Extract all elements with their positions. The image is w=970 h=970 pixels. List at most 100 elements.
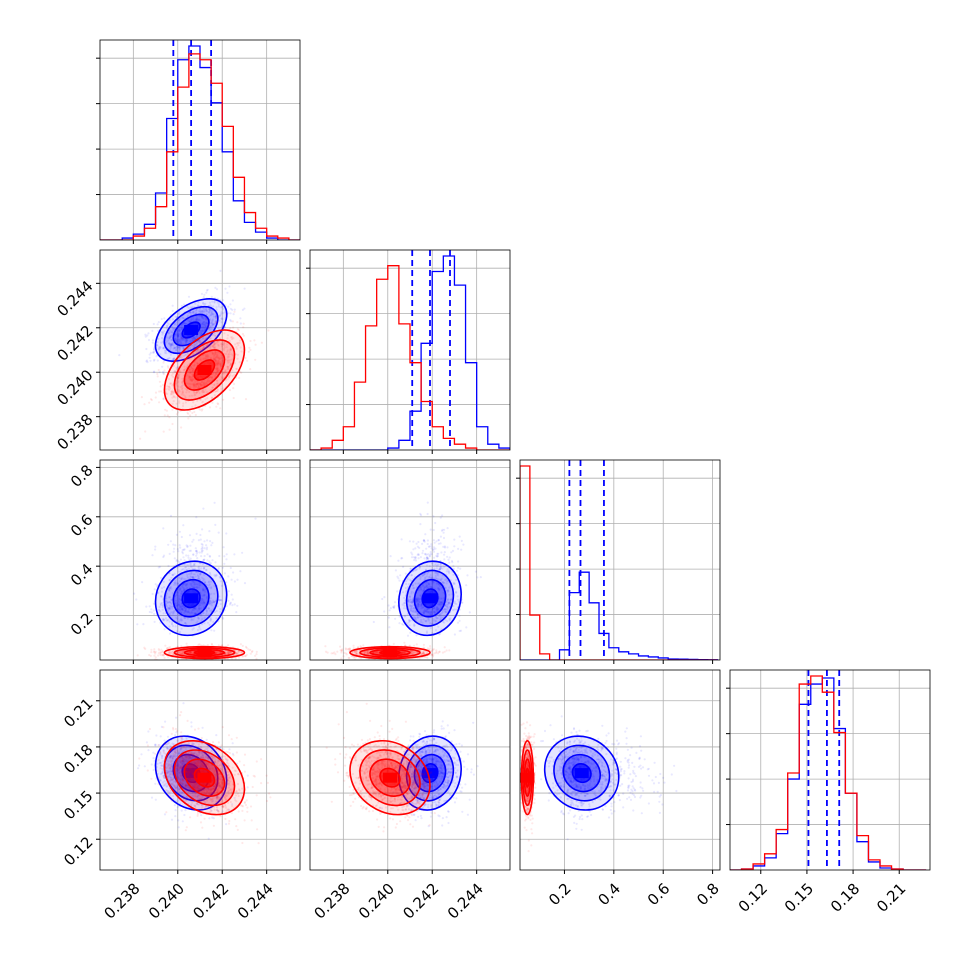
- scatter-point: [176, 411, 180, 414]
- scatter-point: [157, 321, 160, 324]
- scatter-point: [192, 609, 195, 612]
- scatter-point: [402, 565, 405, 569]
- scatter-point: [187, 311, 190, 314]
- scatter-point: [203, 293, 206, 296]
- scatter-point: [170, 622, 173, 625]
- scatter-point: [250, 650, 253, 654]
- scatter-point: [218, 357, 221, 361]
- scatter-point: [212, 358, 215, 361]
- panel-frame: [99, 249, 301, 451]
- scatter-point: [192, 573, 195, 576]
- scatter-point: [223, 341, 226, 344]
- scatter-point: [198, 565, 201, 568]
- scatter-point: [147, 332, 150, 335]
- scatter-point: [227, 590, 230, 593]
- scatter-point: [177, 338, 180, 341]
- scatter-point: [180, 607, 183, 611]
- scatter-point: [433, 556, 436, 559]
- scatter-point: [186, 651, 189, 654]
- scatter-point: [156, 344, 159, 347]
- scatter-point: [207, 380, 210, 384]
- scatter-point: [213, 334, 216, 337]
- scatter-point: [188, 549, 191, 553]
- scatter-point: [210, 609, 213, 612]
- scatter-point: [178, 348, 181, 351]
- scatter-point: [465, 626, 468, 629]
- scatter-point: [197, 643, 200, 646]
- scatter-point: [176, 645, 179, 648]
- scatter-point: [417, 540, 420, 544]
- scatter-point: [154, 650, 157, 654]
- scatter-point: [214, 351, 217, 354]
- scatter-point: [213, 584, 216, 588]
- scatter-point: [200, 576, 203, 579]
- scatter-point: [215, 609, 218, 613]
- scatter-point: [200, 315, 203, 318]
- scatter-point: [169, 330, 172, 333]
- scatter-point: [210, 376, 213, 379]
- scatter-point: [184, 368, 187, 371]
- contour-line-series-1: [183, 349, 226, 391]
- scatter-point: [200, 384, 203, 387]
- scatter-point: [215, 651, 218, 654]
- scatter-point: [242, 322, 245, 325]
- scatter-point: [421, 549, 425, 552]
- scatter-point: [186, 564, 189, 567]
- scatter-point: [181, 651, 184, 654]
- scatter-point: [150, 611, 153, 614]
- panel-plot-area: [100, 40, 300, 240]
- scatter-point: [209, 379, 212, 382]
- scatter-point: [170, 598, 173, 601]
- scatter-point: [220, 321, 223, 324]
- scatter-point: [190, 377, 193, 380]
- scatter-point: [176, 548, 179, 551]
- scatter-point: [204, 383, 207, 386]
- scatter-point: [177, 609, 180, 612]
- scatter-point: [216, 369, 219, 373]
- scatter-point: [210, 618, 213, 621]
- scatter-point: [174, 383, 177, 386]
- scatter-point: [198, 586, 201, 589]
- scatter-point: [175, 346, 178, 349]
- scatter-point: [240, 651, 244, 654]
- scatter-point: [170, 391, 173, 394]
- scatter-point: [218, 319, 221, 322]
- scatter-point: [215, 382, 218, 385]
- scatter-point: [225, 604, 228, 608]
- scatter-point: [425, 547, 428, 550]
- scatter-point: [424, 553, 427, 556]
- scatter-point: [200, 390, 203, 393]
- scatter-point: [175, 339, 178, 342]
- scatter-point: [222, 299, 225, 302]
- scatter-point: [170, 576, 173, 579]
- scatter-point: [170, 334, 173, 337]
- scatter-point: [228, 353, 231, 356]
- scatter-point: [213, 332, 216, 335]
- scatter-point: [383, 596, 386, 599]
- scatter-point: [206, 596, 209, 599]
- scatter-point: [195, 391, 198, 394]
- scatter-point: [179, 546, 182, 549]
- scatter-point: [210, 544, 213, 547]
- scatter-point: [414, 547, 417, 550]
- scatter-point: [192, 563, 196, 566]
- scatter-point: [196, 551, 199, 554]
- scatter-point: [426, 512, 429, 516]
- scatter-point: [206, 379, 209, 382]
- scatter-point: [213, 394, 216, 397]
- scatter-point: [180, 603, 183, 606]
- scatter-point: [196, 362, 199, 365]
- scatter-point: [201, 321, 204, 324]
- scatter-point: [220, 343, 223, 346]
- scatter-point: [171, 623, 174, 626]
- scatter-point: [197, 577, 200, 580]
- scatter-point: [166, 601, 169, 605]
- scatter-point: [203, 323, 206, 326]
- scatter-point: [233, 308, 236, 311]
- scatter-point: [212, 343, 216, 346]
- scatter-point: [459, 567, 462, 570]
- scatter-point: [222, 546, 225, 549]
- scatter-point: [191, 373, 194, 376]
- scatter-point: [184, 322, 188, 325]
- scatter-point: [226, 367, 229, 371]
